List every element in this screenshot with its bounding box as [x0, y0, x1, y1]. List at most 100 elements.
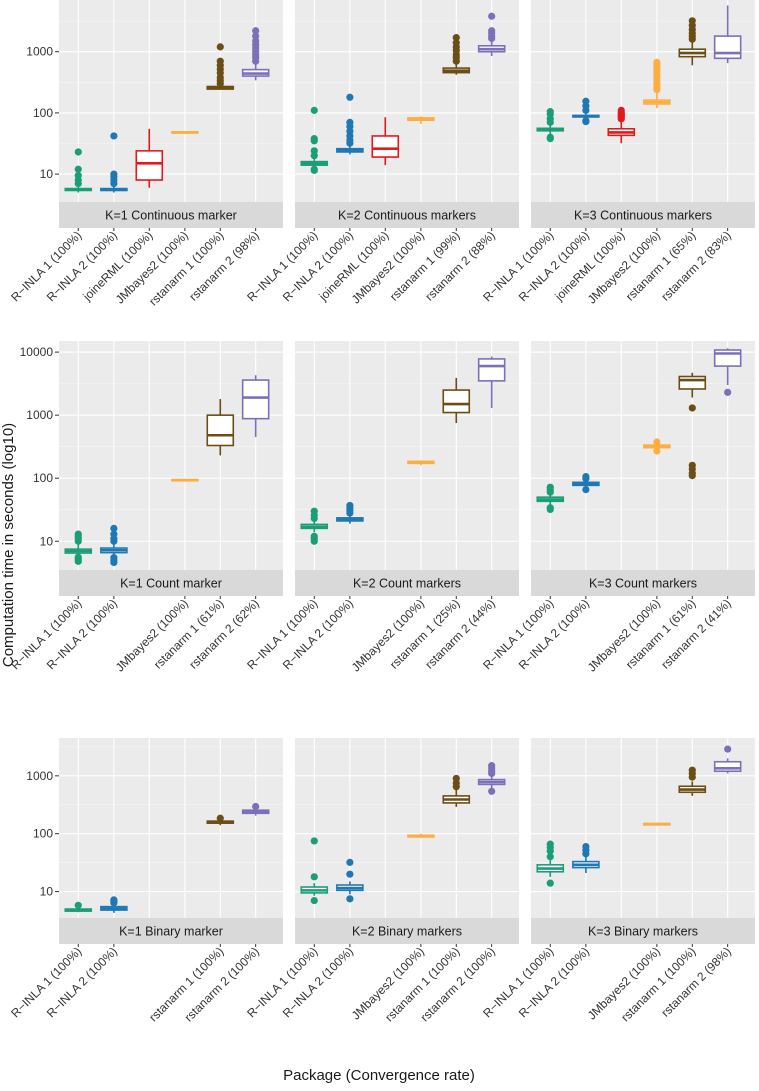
outlier-point: [688, 471, 696, 480]
box-iqr: [206, 414, 235, 447]
facet-strip: [59, 570, 283, 596]
outlier-point: [252, 802, 260, 811]
outlier-point: [310, 837, 318, 845]
outlier-point: [216, 57, 224, 65]
facet-strip: [531, 570, 755, 596]
facet-strip: [59, 202, 283, 228]
outlier-point: [252, 27, 260, 35]
outlier-point: [452, 34, 460, 42]
facet-strip-label: K=3 Count markers: [589, 577, 697, 591]
facet-strip-label: K=1 Count marker: [120, 577, 222, 591]
outlier-point: [310, 165, 318, 173]
outlier-point: [346, 858, 354, 866]
outlier-point: [310, 507, 318, 515]
outlier-point: [110, 170, 118, 178]
outlier-point: [74, 165, 82, 173]
panel-background: [295, 0, 519, 202]
box-iqr: [477, 358, 506, 382]
outlier-point: [110, 530, 118, 538]
outlier-point: [488, 12, 496, 20]
outlier-point: [310, 106, 318, 114]
outlier-point: [653, 447, 661, 455]
outlier-point: [110, 554, 118, 562]
y-tick-label: 1000: [26, 408, 53, 422]
y-tick-label: 100: [33, 106, 53, 120]
outlier-point: [546, 504, 554, 512]
outlier-point: [110, 524, 118, 532]
y-tick-label: 10000: [20, 345, 54, 359]
outlier-point: [488, 27, 496, 35]
facet-strip-label: K=3 Continuous markers: [574, 209, 712, 223]
box-iqr: [442, 389, 471, 414]
outlier-point: [582, 473, 590, 481]
y-tick-label: 10: [40, 534, 54, 548]
outlier-point: [110, 896, 118, 904]
y-tick-label: 10: [40, 885, 54, 899]
box-iqr: [135, 150, 164, 181]
panel-background: [59, 738, 283, 918]
outlier-point: [488, 762, 496, 770]
outlier-point: [310, 135, 318, 143]
outlier-point: [110, 132, 118, 140]
y-tick-label: 100: [33, 471, 53, 485]
outlier-point: [653, 58, 661, 66]
outlier-point: [546, 853, 554, 861]
outlier-point: [252, 32, 260, 40]
outlier-point: [216, 43, 224, 51]
x-axis-title: Package (Convergence rate): [283, 1067, 475, 1084]
outlier-point: [346, 501, 354, 510]
panel-background: [531, 0, 755, 202]
outlier-point: [546, 879, 554, 887]
y-tick-label: 10: [40, 167, 54, 181]
facet-strip: [59, 918, 283, 944]
y-tick-label: 1000: [26, 45, 53, 59]
facet-strip: [531, 918, 755, 944]
outlier-point: [653, 438, 661, 446]
facet-strip-label: K=2 Count markers: [353, 577, 461, 591]
outlier-point: [310, 147, 318, 155]
outlier-point: [688, 17, 696, 25]
outlier-point: [74, 553, 82, 561]
outlier-point: [346, 895, 354, 903]
facet-strip-label: K=2 Binary markers: [352, 925, 462, 939]
outlier-point: [310, 873, 318, 881]
box-iqr: [713, 35, 742, 60]
outlier-point: [582, 116, 590, 125]
outlier-point: [582, 97, 590, 105]
box-iqr: [241, 379, 270, 420]
y-tick-label: 100: [33, 827, 53, 841]
y-tick-label: 1000: [26, 769, 53, 783]
panel-background: [295, 738, 519, 918]
outlier-point: [310, 532, 318, 540]
outlier-point: [346, 118, 354, 126]
outlier-point: [724, 388, 732, 396]
outlier-point: [724, 745, 732, 753]
y-axis-title: Computation time in seconds (log10): [0, 423, 17, 667]
facet-strip: [295, 570, 519, 596]
outlier-point: [74, 901, 82, 909]
outlier-point: [452, 774, 460, 783]
box-iqr: [371, 135, 400, 158]
outlier-point: [688, 766, 696, 774]
outlier-point: [688, 404, 696, 412]
outlier-point: [546, 840, 554, 848]
outlier-point: [216, 814, 224, 822]
panel-background: [531, 341, 755, 570]
outlier-point: [310, 896, 318, 905]
facet-strip: [295, 202, 519, 228]
outlier-point: [582, 842, 590, 851]
facet-strip: [295, 918, 519, 944]
facet-strip-label: K=1 Continuous marker: [105, 209, 237, 223]
panel-background: [59, 341, 283, 570]
facet-strip: [531, 202, 755, 228]
outlier-point: [74, 530, 82, 538]
outlier-point: [452, 39, 460, 47]
facet-strip-label: K=2 Continuous markers: [338, 209, 476, 223]
panel-background: [59, 0, 283, 202]
outlier-point: [546, 483, 554, 491]
outlier-point: [488, 787, 496, 795]
outlier-point: [74, 148, 82, 156]
outlier-point: [74, 171, 82, 180]
facet-strip-label: K=3 Binary markers: [588, 925, 698, 939]
